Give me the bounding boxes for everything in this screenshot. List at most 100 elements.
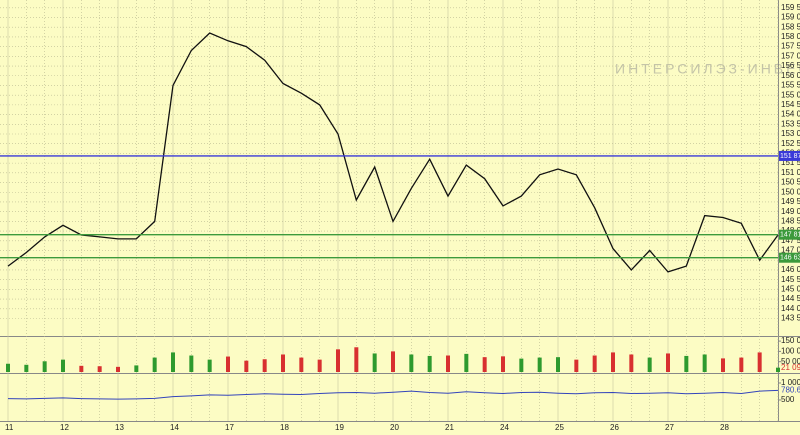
volume-bar (372, 353, 377, 372)
y-tick-label: 145 500 (781, 275, 800, 284)
level-label-box (779, 229, 800, 240)
y-tick-label: 155 500 (781, 81, 800, 90)
y-tick-label: 156 500 (781, 61, 800, 70)
x-tick-label: 24 (500, 423, 509, 432)
volume-bar (61, 359, 65, 372)
x-tick-label: 14 (170, 423, 179, 432)
last-value-label: 780.625 (781, 386, 800, 395)
volume-bar (464, 353, 469, 372)
volume-bar (189, 355, 194, 372)
y-tick-label: 150 000 (781, 336, 800, 345)
y-tick-label: 149 500 (781, 197, 800, 206)
y-tick-label: 144 500 (781, 294, 800, 303)
y-tick-label: 50 000 (781, 357, 800, 366)
last-value-label: 21 093 (781, 363, 800, 372)
y-tick-label: 147 000 (781, 246, 800, 255)
y-tick-label: 159 000 (781, 13, 800, 22)
volume-bar (721, 358, 725, 372)
volume-bar (556, 357, 560, 372)
y-tick-label: 157 000 (781, 51, 800, 60)
volume-bar (317, 359, 322, 372)
volume-bar (391, 351, 395, 372)
y-tick-label: 149 000 (781, 207, 800, 216)
volume-bar (592, 355, 597, 372)
volume-bar (427, 355, 432, 372)
y-tick-label: 154 000 (781, 110, 800, 119)
x-tick-label: 21 (445, 423, 454, 432)
x-tick-label: 17 (225, 423, 234, 432)
volume-bar (739, 357, 744, 372)
volume-bar (281, 354, 285, 372)
x-tick-label: 20 (390, 423, 399, 432)
price-line (7, 389, 779, 400)
x-tick-label: 28 (720, 423, 729, 432)
price-line (7, 32, 779, 273)
volume-bar (336, 349, 340, 372)
volume-bar (611, 352, 615, 372)
y-tick-label: 153 500 (781, 119, 800, 128)
volume-bar (262, 359, 267, 372)
volume-bar (299, 357, 304, 372)
y-tick-label: 152 500 (781, 139, 800, 148)
level-label: 151 870 (780, 153, 800, 160)
volume-bar (152, 357, 157, 372)
volume-bar (482, 357, 487, 372)
x-tick-label: 26 (610, 423, 619, 432)
y-tick-label: 100 000 (781, 347, 800, 356)
x-tick-label: 25 (555, 423, 564, 432)
x-tick-label: 11 (5, 423, 14, 432)
volume-bar (409, 354, 414, 372)
y-tick-label: 156 000 (781, 71, 800, 80)
y-tick-label: 146 000 (781, 265, 800, 274)
volume-bar (6, 363, 10, 372)
y-tick-label: 151 000 (781, 168, 800, 177)
volume-bar (519, 358, 524, 372)
volume-bar (97, 366, 102, 372)
y-tick-label: 147 500 (781, 236, 800, 245)
volume-bar (776, 367, 780, 372)
volume-bar (207, 359, 212, 372)
volume-bar (647, 357, 652, 372)
volume-bar (757, 352, 762, 372)
y-tick-label: 148 500 (781, 217, 800, 226)
volume-bar (501, 356, 505, 372)
y-tick-label: 145 000 (781, 284, 800, 293)
y-tick-label: 144 000 (781, 304, 800, 313)
watermark: ИНТЕРСИЛЭЗ-ИНВЕСТ (615, 61, 800, 77)
volume-bar (446, 355, 450, 372)
level-label: 146 630 (780, 255, 800, 262)
x-tick-label: 12 (60, 423, 69, 432)
y-tick-label: 158 000 (781, 32, 800, 41)
y-tick-label: 150 000 (781, 187, 800, 196)
volume-bar (79, 365, 84, 372)
level-label-box (779, 252, 800, 263)
y-tick-label: 157 500 (781, 42, 800, 51)
volume-bar (24, 364, 29, 372)
volume-bar (666, 353, 670, 372)
y-tick-label: 153 000 (781, 129, 800, 138)
volume-bar (702, 354, 707, 372)
y-tick-label: 150 500 (781, 178, 800, 187)
volume-bar (244, 360, 249, 372)
volume-bar (574, 359, 579, 372)
volume-bar (537, 357, 542, 372)
y-tick-label: 158 500 (781, 22, 800, 31)
volume-bar (629, 354, 634, 372)
y-tick-label: 500 (781, 395, 795, 404)
level-label-box (779, 150, 800, 161)
y-tick-label: 143 500 (781, 314, 800, 323)
level-label: 147 815 (780, 232, 800, 239)
volume-bar (42, 361, 47, 372)
x-tick-label: 13 (115, 423, 124, 432)
volume-bar (171, 352, 175, 372)
y-tick-label: 159 500 (781, 3, 800, 12)
volume-bar (116, 366, 120, 372)
x-tick-label: 18 (280, 423, 289, 432)
y-tick-label: 1 000 (781, 378, 800, 387)
volume-bar (226, 356, 230, 372)
y-tick-label: 154 500 (781, 100, 800, 109)
x-tick-label: 19 (335, 423, 344, 432)
x-tick-label: 27 (665, 423, 674, 432)
y-tick-label: 155 000 (781, 90, 800, 99)
